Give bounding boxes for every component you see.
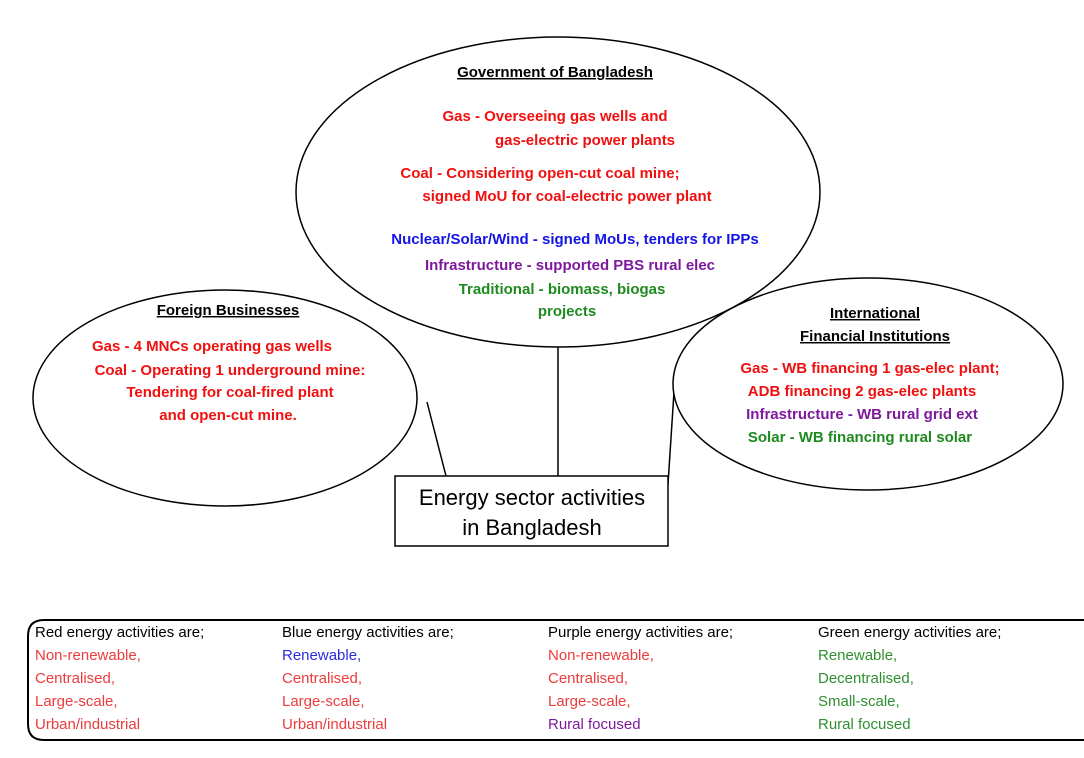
legend-box xyxy=(27,619,1084,741)
node-line: signed MoU for coal-electric power plant xyxy=(422,188,711,205)
ifi-ellipse xyxy=(672,277,1064,491)
legend-item: Non-renewable, xyxy=(35,647,141,664)
connector xyxy=(667,391,675,485)
legend-item: Large-scale, xyxy=(282,693,365,710)
legend-item: Centralised, xyxy=(282,670,362,687)
node-line: Gas - WB financing 1 gas-elec plant; xyxy=(740,360,999,377)
legend-item: Decentralised, xyxy=(818,670,914,687)
node-title: Financial Institutions xyxy=(800,328,950,345)
node-line: Solar - WB financing rural solar xyxy=(748,429,972,446)
node-line: Coal - Considering open-cut coal mine; xyxy=(400,165,679,182)
legend-item: Rural focused xyxy=(548,716,641,733)
node-line: Nuclear/Solar/Wind - signed MoUs, tender… xyxy=(391,231,758,248)
legend-item: Renewable, xyxy=(282,647,361,664)
node-line: Coal - Operating 1 underground mine: xyxy=(95,362,366,379)
legend-heading: Purple energy activities are; xyxy=(548,624,733,641)
node-line: and open-cut mine. xyxy=(159,407,297,424)
legend-heading: Blue energy activities are; xyxy=(282,624,454,641)
legend-item: Centralised, xyxy=(35,670,115,687)
legend-item: Non-renewable, xyxy=(548,647,654,664)
legend-heading: Green energy activities are; xyxy=(818,624,1001,641)
node-line: Infrastructure - supported PBS rural ele… xyxy=(425,257,715,274)
node-line: Infrastructure - WB rural grid ext xyxy=(746,406,978,423)
node-line: Traditional - biomass, biogas xyxy=(459,281,666,298)
center-box xyxy=(394,475,669,547)
node-title: Foreign Businesses xyxy=(157,302,300,319)
node-line: gas-electric power plants xyxy=(495,132,675,149)
node-line: projects xyxy=(538,303,596,320)
center-label: in Bangladesh xyxy=(462,515,601,540)
node-title: Government of Bangladesh xyxy=(457,64,653,81)
foreign-businesses-ellipse xyxy=(32,289,418,507)
legend-item: Small-scale, xyxy=(818,693,900,710)
legend-heading: Red energy activities are; xyxy=(35,624,204,641)
node-title: International xyxy=(830,305,920,322)
center-label: Energy sector activities xyxy=(419,485,645,510)
connector xyxy=(426,401,447,477)
legend-item: Urban/industrial xyxy=(282,716,387,733)
legend-item: Rural focused xyxy=(818,716,911,733)
legend-item: Centralised, xyxy=(548,670,628,687)
government-ellipse xyxy=(295,36,821,348)
legend-item: Large-scale, xyxy=(35,693,118,710)
legend: Red energy activities are; Non-renewable,… xyxy=(35,624,1001,733)
legend-item: Large-scale, xyxy=(548,693,631,710)
node-line: Tendering for coal-fired plant xyxy=(126,384,333,401)
node-line: Gas - Overseeing gas wells and xyxy=(442,108,667,125)
legend-item: Urban/industrial xyxy=(35,716,140,733)
node-line: Gas - 4 MNCs operating gas wells xyxy=(92,338,332,355)
legend-item: Renewable, xyxy=(818,647,897,664)
node-line: ADB financing 2 gas-elec plants xyxy=(748,383,976,400)
